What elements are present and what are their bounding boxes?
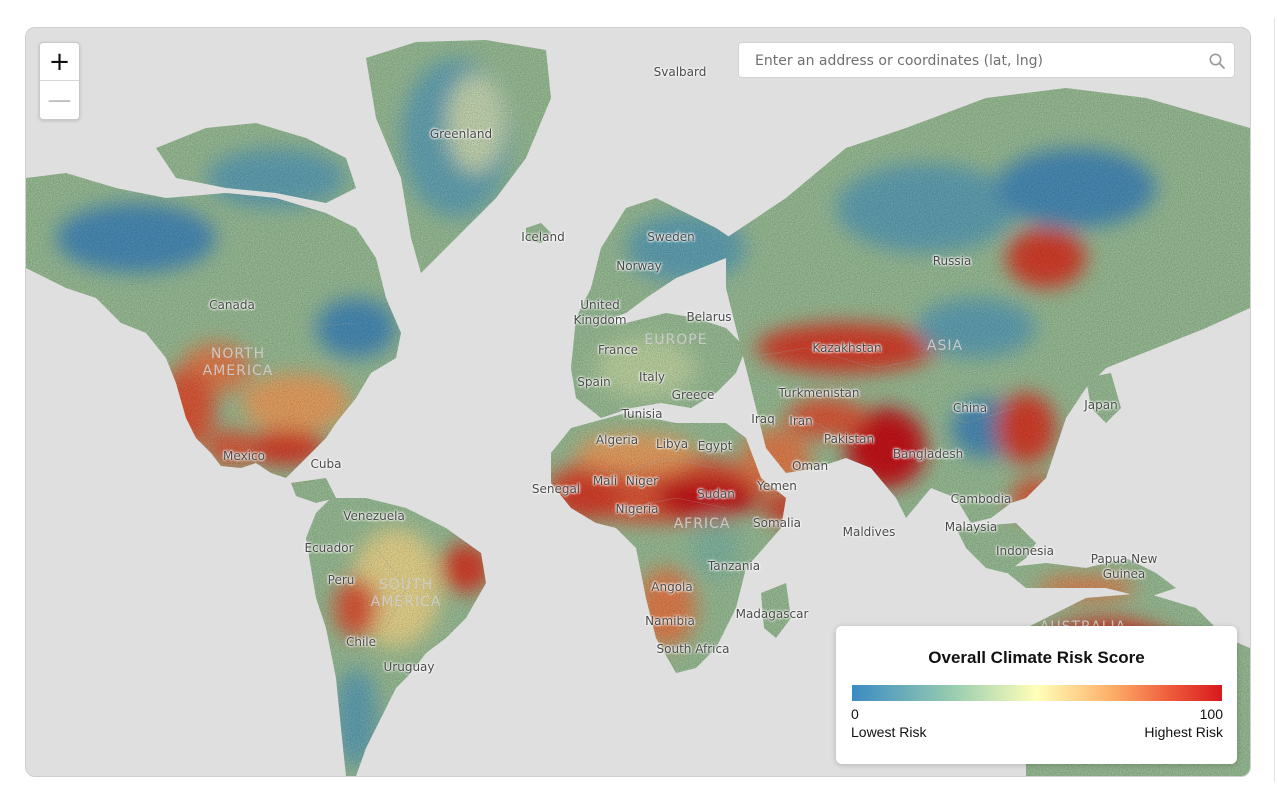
legend-min-value: 0 [851, 706, 859, 722]
search-icon[interactable] [1208, 52, 1226, 70]
page-divider [1274, 18, 1275, 782]
legend-color-scale [852, 685, 1222, 701]
map-container[interactable]: NORTH AMERICA SOUTH AMERICA EUROPE AFRICA … [25, 27, 1251, 777]
risk-map[interactable] [26, 28, 1250, 776]
zoom-out-button[interactable]: — [47, 85, 72, 114]
address-search-box [738, 42, 1235, 79]
risk-legend: Overall Climate Risk Score 0 100 Lowest … [836, 626, 1237, 764]
legend-title: Overall Climate Risk Score [928, 648, 1145, 667]
zoom-in-button[interactable]: + [40, 43, 79, 81]
legend-max-label: Highest Risk [1144, 724, 1223, 740]
address-search-input[interactable] [753, 43, 1197, 79]
zoom-control: + — [39, 42, 80, 120]
legend-max-value: 100 [1199, 706, 1223, 722]
legend-min-label: Lowest Risk [851, 724, 927, 740]
